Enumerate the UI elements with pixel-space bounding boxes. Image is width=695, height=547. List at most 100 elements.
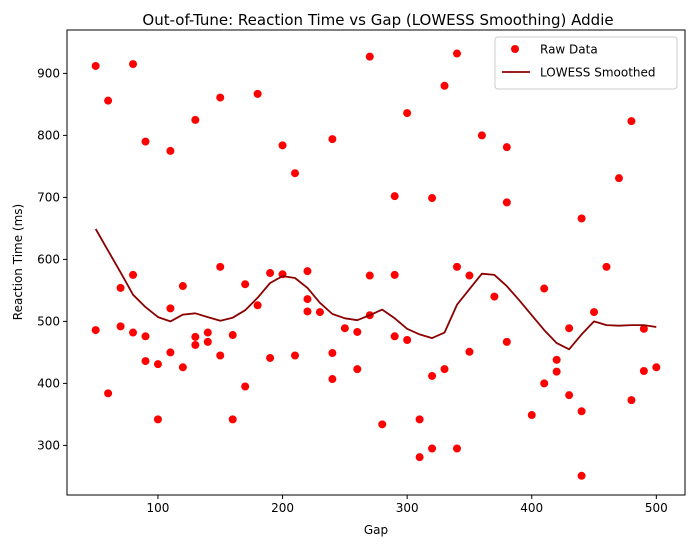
raw-data-point bbox=[328, 375, 337, 384]
raw-data-point bbox=[590, 308, 599, 317]
raw-data-point bbox=[465, 271, 474, 280]
raw-data-point bbox=[527, 411, 536, 420]
raw-data-point bbox=[340, 324, 349, 333]
legend-label-lowess: LOWESS Smoothed bbox=[540, 66, 656, 80]
raw-data-point bbox=[403, 109, 412, 118]
raw-data-point bbox=[228, 331, 237, 340]
raw-data-point bbox=[627, 117, 636, 126]
x-tick-label: 500 bbox=[645, 501, 668, 515]
raw-data-point bbox=[216, 93, 225, 102]
raw-data-point bbox=[440, 81, 449, 90]
raw-data-point bbox=[291, 351, 300, 360]
raw-data-point bbox=[303, 295, 312, 304]
lowess-series bbox=[94, 228, 657, 351]
raw-data-point bbox=[552, 367, 561, 376]
raw-data-point bbox=[141, 357, 150, 366]
raw-data-point bbox=[490, 292, 499, 301]
raw-data-point bbox=[141, 332, 150, 341]
raw-data-point bbox=[104, 96, 113, 105]
raw-data-point bbox=[428, 444, 437, 453]
y-tick-label: 300 bbox=[37, 438, 60, 452]
raw-data-point bbox=[191, 332, 200, 341]
raw-data-point bbox=[378, 420, 387, 429]
raw-data-point bbox=[303, 267, 312, 276]
y-tick-label: 800 bbox=[37, 128, 60, 142]
raw-data-point bbox=[452, 444, 461, 453]
raw-data-point bbox=[216, 262, 225, 271]
raw-data-point bbox=[440, 365, 449, 374]
raw-data-point bbox=[253, 89, 262, 98]
raw-data-point bbox=[390, 332, 399, 341]
raw-data-point bbox=[577, 471, 586, 480]
raw-data-point bbox=[166, 146, 175, 155]
raw-data-point bbox=[191, 340, 200, 349]
x-tick-label: 100 bbox=[147, 501, 170, 515]
x-tick-label: 200 bbox=[271, 501, 294, 515]
raw-data-point bbox=[278, 141, 287, 150]
x-tick-label: 300 bbox=[396, 501, 419, 515]
raw-data-point bbox=[540, 284, 549, 293]
x-axis: 100 200 300 400 500 bbox=[147, 495, 668, 515]
raw-data-point bbox=[565, 324, 574, 333]
y-axis-label: Reaction Time (ms) bbox=[11, 204, 25, 320]
raw-data-point bbox=[540, 379, 549, 388]
raw-data-point bbox=[353, 327, 362, 336]
raw-data-point bbox=[328, 349, 337, 358]
raw-data-point bbox=[104, 389, 113, 398]
y-tick-label: 900 bbox=[37, 66, 60, 80]
raw-data-point bbox=[602, 262, 611, 271]
raw-data-point bbox=[428, 371, 437, 380]
y-tick-label: 700 bbox=[37, 190, 60, 204]
raw-data-point bbox=[502, 198, 511, 207]
raw-data-point bbox=[116, 322, 125, 331]
raw-data-point bbox=[153, 360, 162, 369]
raw-data-point bbox=[614, 174, 623, 183]
x-tick-label: 400 bbox=[520, 501, 543, 515]
legend-marker-raw-data bbox=[511, 45, 519, 53]
legend: Raw Data LOWESS Smoothed bbox=[494, 36, 678, 90]
raw-data-point bbox=[178, 282, 187, 291]
raw-data-point bbox=[353, 365, 362, 374]
raw-data-point bbox=[577, 407, 586, 416]
raw-data-point bbox=[253, 301, 262, 310]
raw-data-point bbox=[577, 214, 586, 223]
raw-data-point bbox=[228, 415, 237, 424]
raw-data-point bbox=[203, 337, 212, 346]
raw-data-point bbox=[91, 61, 100, 70]
raw-data-point bbox=[191, 115, 200, 124]
raw-data-point bbox=[166, 304, 175, 313]
scatter-series bbox=[91, 49, 661, 480]
raw-data-point bbox=[328, 135, 337, 144]
y-tick-label: 400 bbox=[37, 376, 60, 390]
raw-data-point bbox=[477, 131, 486, 140]
raw-data-point bbox=[565, 391, 574, 400]
raw-data-point bbox=[365, 271, 374, 280]
raw-data-point bbox=[129, 60, 138, 69]
raw-data-point bbox=[91, 326, 100, 335]
chart-title: Out-of-Tune: Reaction Time vs Gap (LOWES… bbox=[142, 11, 613, 29]
raw-data-point bbox=[415, 415, 424, 424]
raw-data-point bbox=[365, 52, 374, 61]
y-tick-label: 600 bbox=[37, 252, 60, 266]
raw-data-point bbox=[291, 169, 300, 178]
raw-data-point bbox=[652, 363, 661, 372]
raw-data-point bbox=[639, 324, 648, 333]
raw-data-point bbox=[129, 328, 138, 337]
raw-data-point bbox=[241, 382, 250, 391]
raw-data-point bbox=[216, 351, 225, 360]
raw-data-point bbox=[390, 270, 399, 279]
raw-data-point bbox=[153, 415, 162, 424]
raw-data-point bbox=[502, 143, 511, 152]
raw-data-point bbox=[141, 137, 150, 146]
lowess-line bbox=[94, 228, 657, 351]
raw-data-point bbox=[241, 280, 250, 289]
raw-data-point bbox=[178, 363, 187, 372]
raw-data-point bbox=[203, 328, 212, 337]
raw-data-point bbox=[403, 336, 412, 344]
raw-data-point bbox=[627, 396, 636, 405]
legend-label-raw-data: Raw Data bbox=[540, 43, 598, 57]
raw-data-point bbox=[639, 367, 648, 375]
plot-area bbox=[66, 29, 686, 496]
raw-data-point bbox=[452, 49, 461, 58]
